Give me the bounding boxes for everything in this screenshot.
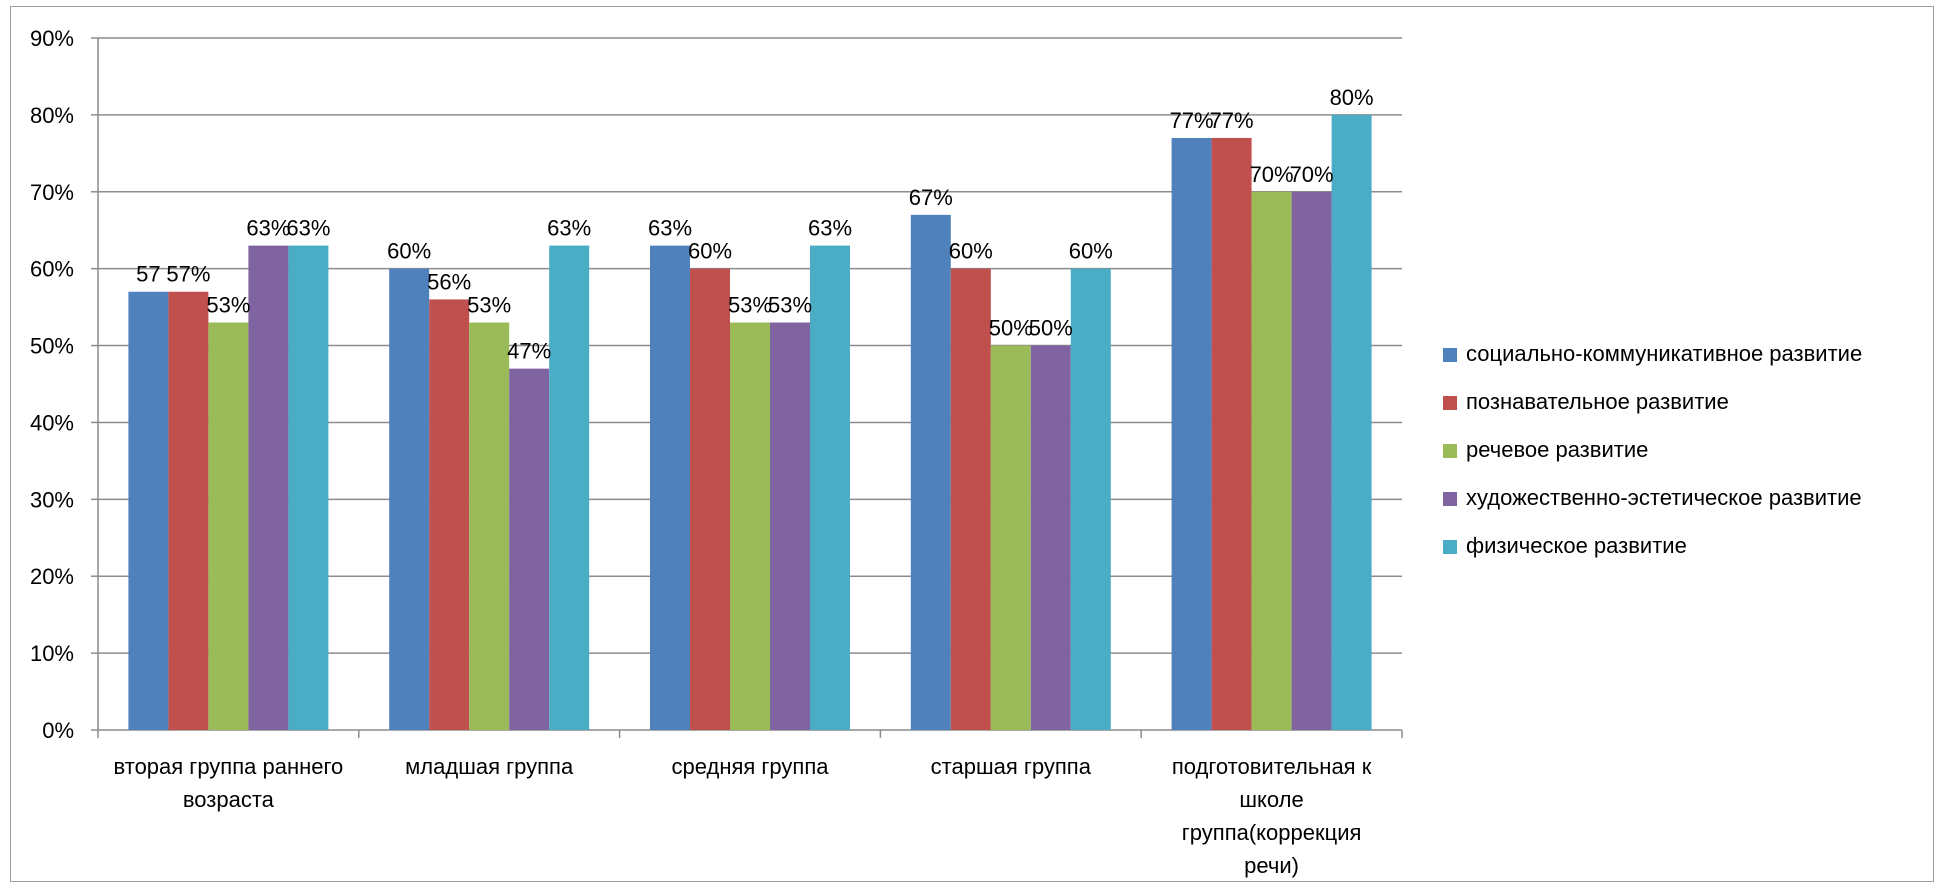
x-category-label: речи): [1244, 853, 1299, 878]
data-label: 63%: [648, 216, 692, 241]
y-tick-label: 70%: [30, 180, 74, 205]
data-label: 63%: [547, 216, 591, 241]
data-label: 50%: [1029, 316, 1073, 341]
y-tick-label: 0%: [42, 718, 74, 743]
bar: [950, 268, 991, 730]
data-label: 53%: [467, 292, 511, 317]
y-tick-label: 20%: [30, 564, 74, 589]
data-label: 50%: [989, 316, 1033, 341]
data-label: 63%: [808, 216, 852, 241]
y-tick-label: 60%: [30, 257, 74, 282]
bar: [1331, 114, 1372, 730]
bar: [1030, 345, 1071, 730]
y-tick-label: 80%: [30, 103, 74, 128]
bar: [770, 322, 810, 730]
y-tick-label: 30%: [30, 487, 74, 512]
data-label: 60%: [387, 239, 431, 264]
legend-entry: речевое развитие: [1466, 437, 1648, 462]
bar: [248, 245, 289, 730]
bar: [208, 322, 249, 730]
x-category-label: школе: [1239, 787, 1303, 812]
x-category-label: подготовительная к: [1172, 754, 1372, 779]
data-label: 56%: [427, 269, 471, 294]
bar: [1251, 191, 1292, 730]
data-label: 70%: [1250, 162, 1294, 187]
y-tick-label: 90%: [30, 26, 74, 51]
bar: [1171, 137, 1212, 730]
data-label: 53%: [728, 292, 772, 317]
legend: социально-коммуникативное развитие познав…: [1443, 341, 1862, 558]
data-label: 47%: [507, 339, 551, 364]
bar: [1211, 137, 1252, 730]
bar: [1291, 191, 1332, 730]
legend-swatch: [1443, 348, 1457, 362]
bar: [549, 245, 590, 730]
bar: [469, 322, 510, 730]
x-category-label: младшая группа: [405, 754, 574, 779]
x-category-label: вторая группа раннего: [114, 754, 344, 779]
bar: [690, 268, 730, 730]
bar: [910, 214, 951, 730]
x-category-label: группа(коррекция: [1182, 820, 1362, 845]
x-category-label: возраста: [183, 787, 275, 812]
data-label: 63%: [246, 216, 290, 241]
bars: [128, 114, 1372, 730]
data-label: 77%: [1170, 108, 1214, 133]
legend-swatch: [1443, 540, 1457, 554]
bar: [288, 245, 329, 730]
data-label: 80%: [1330, 85, 1374, 110]
data-label: 57: [136, 262, 160, 287]
bar: [990, 345, 1031, 730]
data-label: 53%: [768, 292, 812, 317]
bar: [389, 268, 430, 730]
bar: [128, 291, 169, 730]
legend-entry: познавательное развитие: [1466, 389, 1729, 414]
data-label: 60%: [949, 239, 993, 264]
bar: [1070, 268, 1111, 730]
bar: [730, 322, 770, 730]
data-label: 60%: [1069, 239, 1113, 264]
y-tick-label: 10%: [30, 641, 74, 666]
data-label: 57%: [166, 262, 210, 287]
legend-swatch: [1443, 444, 1457, 458]
bar: [429, 299, 470, 730]
bar: [650, 245, 690, 730]
legend-entry: социально-коммуникативное развитие: [1466, 341, 1862, 366]
bar: [810, 245, 850, 730]
x-category-label: средняя группа: [672, 754, 830, 779]
legend-entry: физическое развитие: [1466, 533, 1687, 558]
data-label: 77%: [1210, 108, 1254, 133]
y-axis-ticks: 0% 10% 20% 30% 40% 50% 60% 70% 80% 90%: [30, 26, 74, 743]
x-axis-categories: вторая группа раннего возраста младшая гру…: [114, 754, 1372, 878]
data-label: 60%: [688, 239, 732, 264]
data-label: 70%: [1290, 162, 1334, 187]
data-label: 67%: [909, 185, 953, 210]
legend-swatch: [1443, 396, 1457, 410]
legend-entry: художественно-эстетическое развитие: [1466, 485, 1862, 510]
legend-swatch: [1443, 492, 1457, 506]
x-category-label: старшая группа: [931, 754, 1092, 779]
y-tick-label: 40%: [30, 410, 74, 435]
y-tick-label: 50%: [30, 334, 74, 359]
bar: [168, 291, 209, 730]
bar: [509, 368, 550, 730]
data-label: 53%: [206, 292, 250, 317]
data-label: 63%: [286, 216, 330, 241]
